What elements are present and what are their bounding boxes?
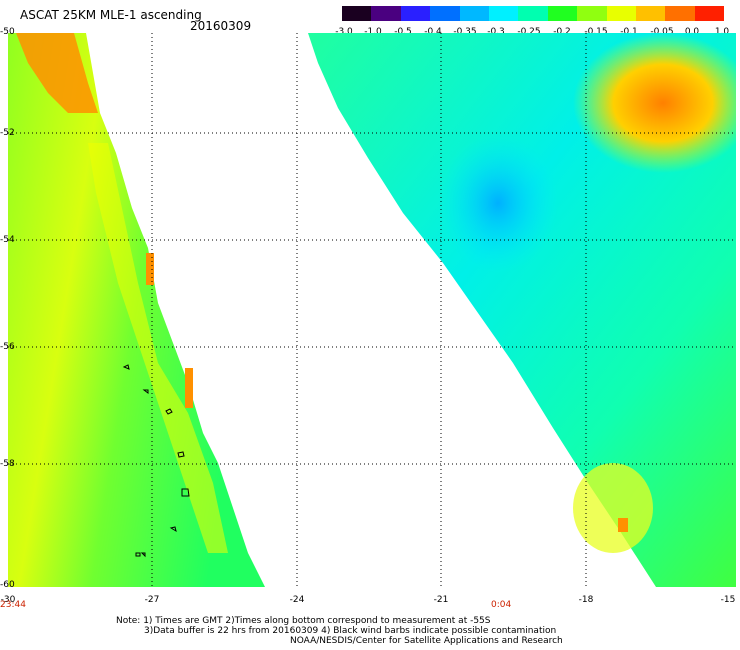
footnote-line-1: Note: 1) Times are GMT 2)Times along bot… [116, 616, 491, 626]
color-swatch-7 [518, 6, 548, 21]
scale-label: -0.5 [394, 27, 412, 37]
island-outlines [122, 364, 190, 558]
scale-label: 1.0 [714, 27, 730, 37]
scale-label: -1.0 [364, 27, 382, 37]
left-edge-yellow [88, 143, 228, 553]
left-edge-orange-1 [146, 253, 154, 285]
lon-label-18: -18 [578, 595, 594, 605]
lat-label-58: -58 [0, 459, 15, 469]
right-bottom-yellow [573, 463, 653, 553]
left-edge-orange-2 [185, 368, 193, 408]
color-swatch-6 [488, 6, 519, 21]
scale-label: -0.4 [424, 27, 442, 37]
scale-label: -0.2 [553, 27, 571, 37]
color-swatch-13 [694, 6, 725, 21]
footnote-line-3: NOAA/NESDIS/Center for Satellite Applica… [290, 636, 563, 646]
lon-label-24: -24 [289, 595, 305, 605]
grid-lines [8, 33, 736, 587]
scale-label: -0.3 [487, 27, 505, 37]
map-date: 20160309 [190, 19, 252, 33]
color-swatch-3 [400, 6, 431, 21]
lat-label-60: -60 [0, 580, 15, 590]
scale-label: -3.0 [335, 27, 353, 37]
scale-label: -0.05 [650, 27, 674, 37]
lon-label-21: -21 [433, 595, 449, 605]
right-bottom-orange [618, 518, 628, 532]
color-swatch-5 [459, 6, 489, 21]
scale-label: -0.15 [584, 27, 608, 37]
color-swatch-9 [577, 6, 607, 21]
lon-label-30: -30 [0, 595, 16, 605]
color-swatch-8 [547, 6, 578, 21]
color-swatch-2 [371, 6, 401, 21]
lon-label-27: -27 [144, 595, 160, 605]
color-swatch-4 [430, 6, 460, 21]
color-scale-bar [342, 6, 725, 21]
color-swatch-10 [606, 6, 636, 21]
time-label-start: 23:44 [0, 600, 26, 610]
scale-label: -0.25 [517, 27, 541, 37]
right-orange-patch [573, 33, 736, 173]
lon-label-15: -15 [720, 595, 736, 605]
blue-patch [438, 133, 558, 273]
scale-label: -0.35 [453, 27, 477, 37]
color-swatch-12 [665, 6, 695, 21]
lat-label-50: -50 [0, 27, 15, 37]
time-label-end: 0:04 [491, 600, 512, 610]
footnote-line-2: 3)Data buffer is 22 hrs from 20160309 4)… [144, 626, 557, 636]
lat-label-52: -52 [0, 128, 15, 138]
color-swatch-11 [635, 6, 666, 21]
scale-label: 0.0 [684, 27, 700, 37]
scatterometer-map [8, 33, 736, 587]
footnotes: Note: 1) Times are GMT 2)Times along bot… [60, 616, 700, 646]
lat-label-54: -54 [0, 235, 15, 245]
color-scale-labels: -3.0 -1.0 -0.5 -0.4 -0.35 -0.3 -0.25 -0.… [300, 27, 740, 39]
map-plot-area [8, 33, 736, 587]
scale-label: -0.1 [620, 27, 638, 37]
lat-label-56: -56 [0, 342, 15, 352]
left-orange-patch [16, 33, 98, 113]
right-swath [308, 33, 736, 587]
color-swatch-1 [342, 6, 372, 21]
map-title: ASCAT 25KM MLE-1 ascending [20, 8, 202, 22]
